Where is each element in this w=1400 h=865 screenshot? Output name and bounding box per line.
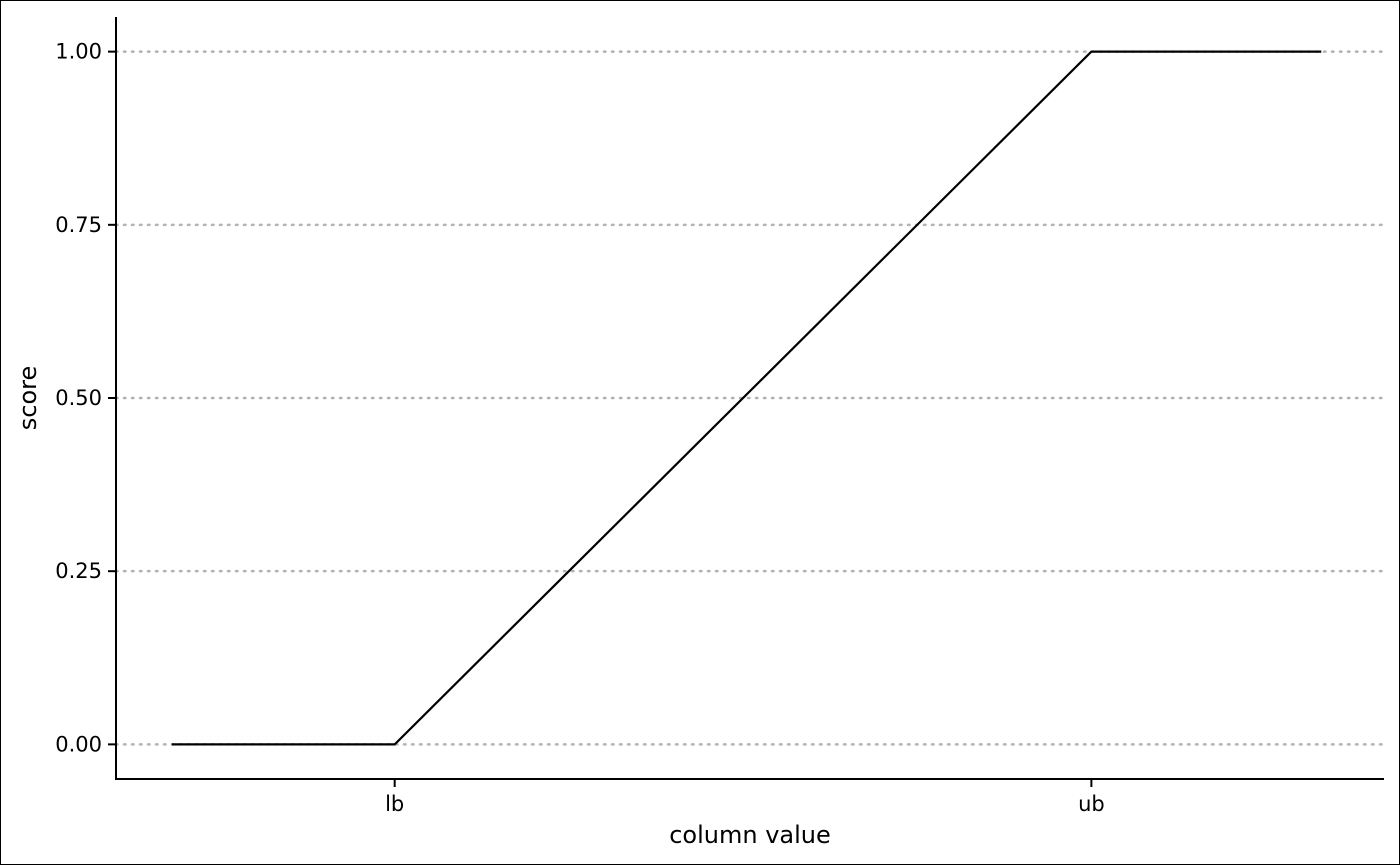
series-line: [171, 50, 1322, 746]
x-tick-label: lb: [385, 792, 404, 816]
x-tick-label: ub: [1078, 792, 1105, 816]
x-axis-title: column value: [669, 821, 831, 849]
y-tick-label: 0.00: [55, 732, 102, 756]
y-tick-label: 0.50: [55, 386, 102, 410]
y-tick-label: 1.00: [55, 40, 102, 64]
y-tick-label: 0.75: [55, 213, 102, 237]
grid-lines: [114, 50, 1386, 746]
x-ticks: lb ub: [385, 779, 1105, 816]
y-tick-label: 0.25: [55, 559, 102, 583]
series-group: [171, 50, 1322, 746]
y-axis-title: score: [14, 366, 42, 431]
y-ticks: 0.00 0.25 0.50 0.75 1.00: [55, 40, 116, 756]
